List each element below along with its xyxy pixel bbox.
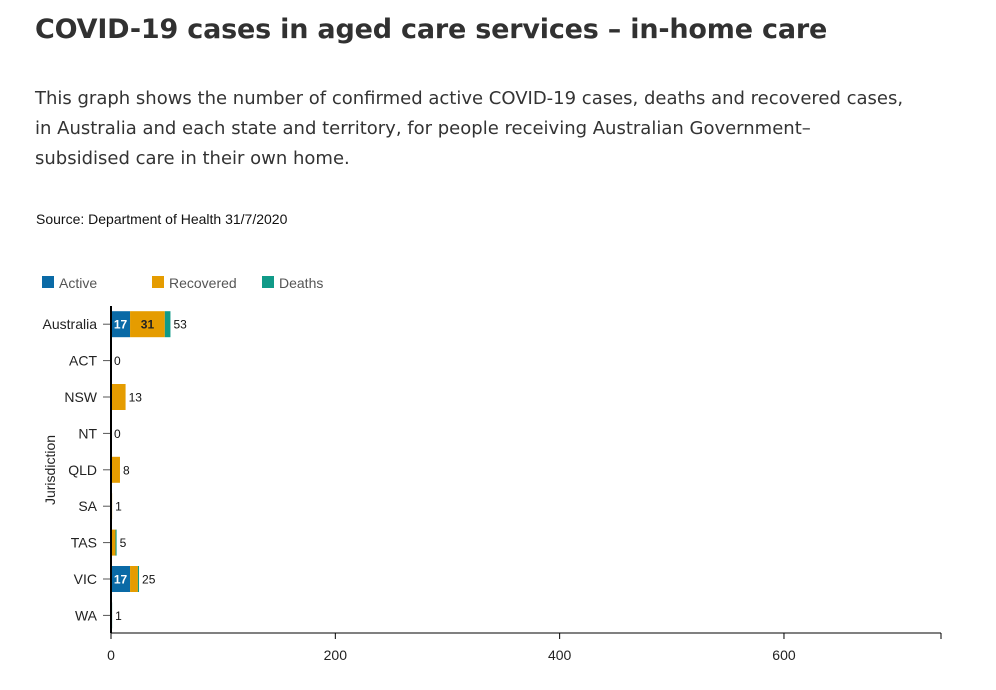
bar-tas-recovered xyxy=(111,529,116,556)
total-label-tas: 5 xyxy=(120,536,127,550)
legend-swatch-active xyxy=(42,276,54,288)
total-label-nt: 0 xyxy=(114,427,121,441)
segment-label-australia-active: 17 xyxy=(114,318,128,332)
bar-nsw-recovered xyxy=(111,384,126,410)
legend-label-recovered: Recovered xyxy=(169,275,237,291)
bar-australia-recovered xyxy=(130,311,165,338)
y-tick-label-australia: Australia xyxy=(43,316,98,332)
y-tick-label-vic: VIC xyxy=(74,571,97,587)
total-label-sa: 1 xyxy=(115,500,122,514)
segment-label-vic-active: 17 xyxy=(114,573,128,587)
y-axis-title-group: Jurisdiction xyxy=(42,435,58,505)
legend-label-deaths: Deaths xyxy=(279,275,323,291)
total-label-qld: 8 xyxy=(123,463,130,477)
bar-vic-active xyxy=(111,566,131,592)
x-tick-label-200: 200 xyxy=(324,647,348,663)
chart-legend: Active Recovered Deaths xyxy=(42,275,323,291)
bar-tas-deaths xyxy=(115,529,117,556)
total-label-australia: 53 xyxy=(173,318,187,332)
total-label-vic: 25 xyxy=(142,573,156,587)
legend-label-active: Active xyxy=(59,275,97,291)
y-tick-label-nt: NT xyxy=(78,425,97,441)
x-tick-label-400: 400 xyxy=(548,647,572,663)
legend-swatch-recovered xyxy=(152,276,164,288)
bar-vic-recovered xyxy=(130,566,138,592)
total-label-nsw: 13 xyxy=(129,391,143,405)
y-tick-label-sa: SA xyxy=(78,498,97,514)
legend-swatch-deaths xyxy=(262,276,274,288)
y-axis-title: Jurisdiction xyxy=(42,435,58,505)
bars-layer: 17 31 53 0 13 0 8 1 5 17 25 1 xyxy=(111,311,187,629)
y-tick-label-nsw: NSW xyxy=(64,389,97,405)
bar-australia-active xyxy=(111,311,131,338)
total-label-act: 0 xyxy=(114,354,121,368)
bar-qld-recovered xyxy=(111,456,120,483)
x-tick-label-600: 600 xyxy=(772,647,796,663)
total-label-wa: 1 xyxy=(115,609,122,623)
bar-australia-deaths xyxy=(164,311,171,338)
page-title: COVID-19 cases in aged care services – i… xyxy=(35,14,828,45)
y-tick-label-wa: WA xyxy=(75,607,98,623)
page-description: This graph shows the number of confirmed… xyxy=(35,88,904,169)
y-tick-label-tas: TAS xyxy=(71,535,97,551)
segment-label-australia-recovered: 31 xyxy=(141,318,155,332)
x-axis: 0 200 400 600 xyxy=(107,632,942,663)
y-tick-label-act: ACT xyxy=(69,353,97,369)
y-tick-label-qld: QLD xyxy=(68,462,97,478)
source-note: Source: Department of Health 31/7/2020 xyxy=(36,211,288,227)
bar-vic-deaths xyxy=(137,566,140,592)
y-axis: Australia ACT NSW NT QLD SA TAS VIC WA xyxy=(43,306,112,633)
x-tick-label-0: 0 xyxy=(107,647,115,663)
